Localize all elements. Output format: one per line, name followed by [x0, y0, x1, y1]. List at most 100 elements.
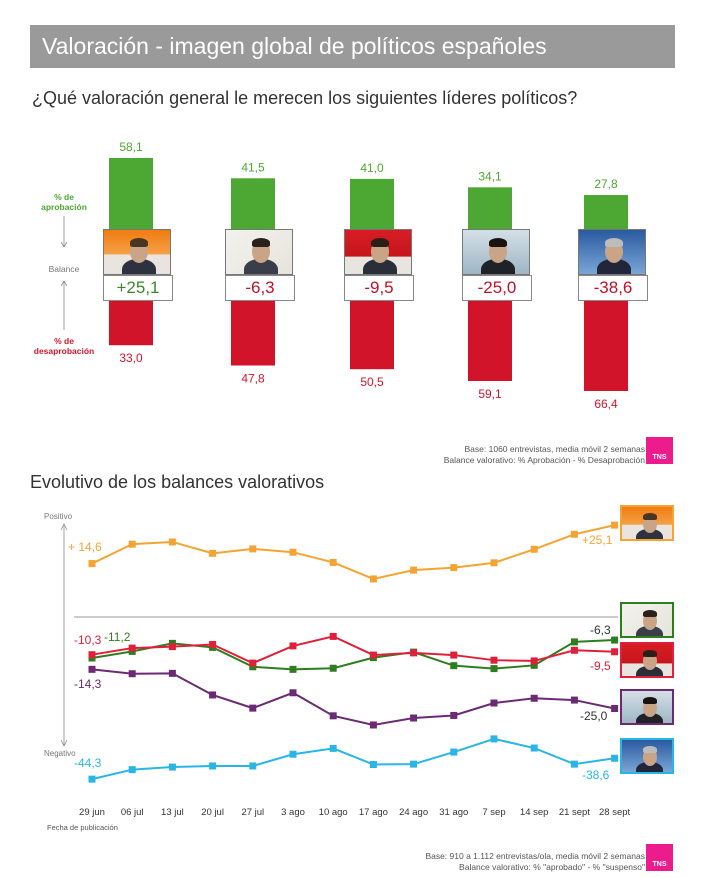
- disapproval-bar-3: [350, 300, 394, 370]
- x-tick-label-4: 20 jul: [201, 807, 224, 818]
- approval-bar-3: [350, 178, 394, 229]
- series-5-point-3: [168, 763, 176, 771]
- series-4-point-2: [128, 670, 136, 678]
- leader-4-photo-body: [481, 259, 515, 274]
- disapproval-bar-5: [584, 300, 628, 391]
- y-axis-arrow-top: [60, 523, 68, 531]
- disapproval-bar-4: [468, 300, 512, 381]
- approval-label-4: 34,1: [478, 169, 502, 183]
- series-3-point-6: [289, 642, 297, 650]
- x-tick-label-3: 13 jul: [161, 807, 184, 818]
- series-4-point-4: [209, 691, 217, 699]
- y-axis-arrow-bottom: [60, 739, 68, 747]
- series-1-point-1: [88, 560, 96, 568]
- series-5-point-5: [249, 762, 257, 770]
- series-1-point-11: [490, 559, 498, 567]
- series-4-point-10: [450, 711, 458, 719]
- series-4-start-label: -14,3: [74, 677, 102, 691]
- series-4-point-12: [530, 694, 538, 702]
- series-1-point-10: [450, 564, 458, 572]
- line-chart-title: Evolutivo de los balances valorativos: [30, 472, 325, 492]
- series-line-2: [91, 639, 615, 671]
- series-4-point-6: [289, 689, 297, 697]
- leader-3-photo-line-hair: [643, 650, 657, 657]
- x-tick-label-6: 3 ago: [281, 807, 305, 818]
- tns-logo: TNS: [646, 437, 673, 464]
- x-tick-label-9: 24 ago: [399, 807, 428, 818]
- series-3-point-11: [490, 656, 498, 664]
- series-4-point-11: [490, 699, 498, 707]
- approval-bar-5: [584, 195, 628, 229]
- approval-label-2: 41,5: [241, 160, 265, 174]
- leader-5-photo-hair: [605, 238, 623, 247]
- series-2-point-5: [249, 663, 257, 671]
- series-2-point-14: [611, 636, 619, 644]
- series-4-point-13: [570, 696, 578, 704]
- leader-1-photo-line: [620, 505, 674, 541]
- leader-4-photo-line-body: [636, 713, 663, 723]
- series-1-point-2: [128, 540, 136, 548]
- disapproval-label-5: 66,4: [594, 397, 618, 411]
- leader-4-photo-line: [620, 689, 674, 725]
- approval-label-3: 41,0: [360, 161, 384, 175]
- series-2-point-6: [289, 665, 297, 673]
- series-line-5: [91, 737, 615, 781]
- page-title: Valoración - imagen global de políticos …: [30, 25, 675, 68]
- leader-3-photo: [344, 229, 412, 275]
- series-5-point-11: [490, 735, 498, 743]
- leader-5-photo-line-hair: [643, 746, 657, 753]
- series-5-point-12: [530, 744, 538, 752]
- approval-bar-2: [231, 178, 275, 229]
- balance-value-4: -25,0: [462, 275, 532, 301]
- series-4-end-label: -25,0: [580, 709, 608, 723]
- leader-1-photo-body: [122, 259, 156, 274]
- leader-1-photo: [103, 229, 171, 275]
- leader-5-photo-line-body: [636, 762, 663, 772]
- leader-1-photo-hair: [130, 238, 148, 247]
- series-line-4: [91, 668, 615, 726]
- series-2-point-11: [490, 665, 498, 673]
- series-1-point-3: [168, 538, 176, 546]
- tns-logo-2: TNS: [646, 844, 673, 871]
- series-line-1: [91, 524, 615, 580]
- balance-value-2: -6,3: [225, 275, 295, 301]
- series-5-point-4: [209, 762, 217, 770]
- series-1-point-13: [570, 530, 578, 538]
- series-3-point-2: [128, 644, 136, 652]
- series-5-point-8: [369, 760, 377, 768]
- series-1-point-7: [329, 558, 337, 566]
- series-1-point-4: [209, 549, 217, 557]
- series-1-end-label: +25,1: [582, 533, 613, 547]
- series-5-point-10: [450, 748, 458, 756]
- x-tick-label-12: 14 sep: [520, 807, 549, 818]
- series-4-point-9: [410, 714, 418, 722]
- series-1-point-14: [611, 521, 619, 529]
- leader-1-photo-line-hair: [643, 513, 657, 520]
- series-1-point-8: [369, 575, 377, 583]
- note-base-1-line2: Balance valorativo: % Aprobación - % Des…: [443, 455, 645, 465]
- x-tick-label-10: 31 ago: [439, 807, 468, 818]
- note-base-1-line1: Base: 1060 entrevistas, media móvil 2 se…: [464, 444, 645, 454]
- series-4-point-7: [329, 712, 337, 720]
- series-3-point-13: [570, 646, 578, 654]
- series-5-point-6: [289, 750, 297, 758]
- series-3-point-7: [329, 632, 337, 640]
- series-3-point-1: [88, 651, 96, 659]
- series-3-point-12: [530, 657, 538, 665]
- balance-value-1: +25,1: [103, 275, 173, 301]
- note-base-1: Base: 1060 entrevistas, media móvil 2 se…: [444, 444, 645, 466]
- x-tick-label-11: 7 sep: [482, 807, 505, 818]
- x-tick-label-14: 28 sept: [599, 807, 631, 818]
- series-5-point-9: [410, 760, 418, 768]
- balance-legend: Balance: [48, 264, 80, 274]
- approval-label-1: 58,1: [119, 140, 143, 154]
- series-3-point-4: [209, 640, 217, 648]
- legend-arrow-down-head: [60, 241, 68, 248]
- series-1-start-label: + 14,6: [68, 540, 102, 554]
- disapproval-bar-2: [231, 300, 275, 366]
- leader-4-photo-hair: [489, 238, 507, 247]
- disapproval-label-2: 47,8: [241, 372, 265, 386]
- x-tick-label-5: 27 jul: [241, 807, 264, 818]
- series-5-point-7: [329, 744, 337, 752]
- series-5-end-label: -38,6: [582, 768, 610, 782]
